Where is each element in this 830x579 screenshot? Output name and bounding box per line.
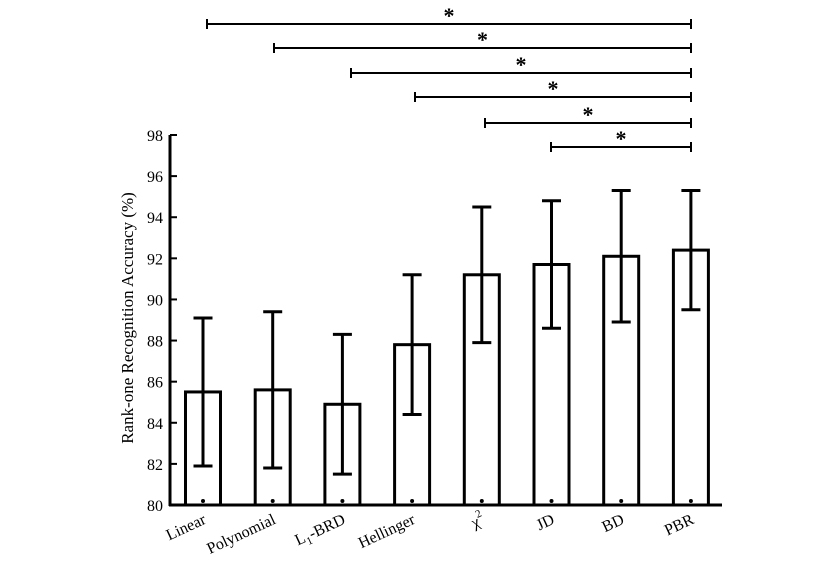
bar-base-dot — [549, 499, 554, 503]
x-tick-label: Polynomial — [204, 511, 279, 558]
y-tick-label: 96 — [147, 169, 163, 186]
x-tick-label: PBR — [662, 511, 697, 539]
x-tick-label: Linear — [164, 511, 210, 544]
significance-star: * — [616, 126, 627, 151]
y-axis-label: Rank-one Recognition Accuracy (%) — [118, 192, 137, 444]
significance-star: * — [548, 76, 559, 101]
axes — [168, 135, 722, 507]
significance-star: * — [477, 27, 488, 52]
y-tick-label: 92 — [147, 251, 163, 268]
bar — [671, 248, 710, 507]
y-tick-label: 94 — [147, 210, 163, 227]
y-tick-label: 82 — [147, 457, 163, 474]
bar-base-dot — [688, 499, 693, 503]
bar-base-dot — [270, 499, 275, 503]
bar-base-dot — [201, 499, 205, 503]
y-tick-label: 88 — [147, 334, 163, 351]
significance-brackets: * * * * * * — [206, 3, 692, 152]
y-tick-label: 90 — [147, 292, 163, 309]
bar-base-dot — [340, 499, 345, 503]
y-tick-label: 98 — [147, 128, 163, 145]
bars — [184, 189, 710, 507]
x-tick-label: BD — [600, 511, 627, 536]
y-ticks: 80 82 84 86 88 90 92 94 96 98 — [147, 128, 177, 515]
significance-star: * — [516, 52, 527, 77]
x-tick-label: JD — [534, 511, 557, 534]
bar-base-dot — [479, 499, 484, 503]
bar-base-dot — [619, 499, 624, 503]
x-tick-label: χ2 — [466, 508, 487, 533]
y-tick-label: 80 — [147, 498, 163, 515]
x-tick-label: Hellinger — [356, 511, 419, 552]
y-tick-label: 86 — [147, 375, 163, 392]
x-tick-label: L1-BRD — [292, 511, 349, 552]
bar-base-dot — [410, 499, 415, 503]
significance-star: * — [583, 102, 594, 127]
significance-star: * — [444, 3, 455, 28]
y-tick-label: 84 — [147, 416, 163, 433]
